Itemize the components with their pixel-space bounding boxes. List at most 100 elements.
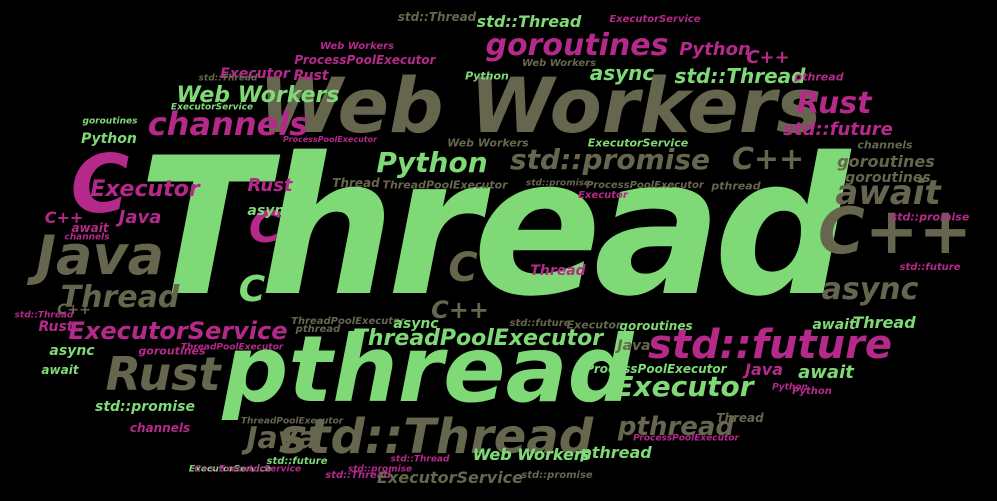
cloud-word-threadpoolexecutor: ThreadPoolExecutor xyxy=(382,178,508,192)
cloud-word-channels: channels xyxy=(857,138,913,152)
cloud-word-std-promise: std::promise xyxy=(94,399,196,415)
cloud-word-thread: Thread xyxy=(60,280,180,315)
cloud-word-std-promise: std::promise xyxy=(525,178,591,189)
cloud-word-async: async xyxy=(393,316,439,332)
cloud-word-cplusplus: C++ xyxy=(44,208,84,227)
cloud-word-async: async xyxy=(821,272,919,307)
cloud-word-std-thread: std::Thread xyxy=(325,470,391,481)
cloud-word-async: async xyxy=(589,61,655,85)
cloud-word-executor: Executor xyxy=(220,66,290,82)
cloud-word-goroutines: goroutines xyxy=(138,344,206,358)
cloud-word-goroutines: goroutines xyxy=(485,28,669,63)
cloud-word-java: Java xyxy=(118,207,162,228)
cloud-word-await: await xyxy=(798,362,854,383)
cloud-word-thread: Thread xyxy=(332,176,380,190)
cloud-word-std-future: std::future xyxy=(899,262,961,273)
cloud-word-std-future: std::future xyxy=(509,318,571,329)
cloud-word-python: Python xyxy=(772,382,808,393)
cloud-word-await: await xyxy=(835,173,941,213)
cloud-word-std-thread: std::Thread xyxy=(278,409,594,465)
cloud-word-std-promise: std::promise xyxy=(509,143,711,176)
cloud-word-executorservice: ExecutorService xyxy=(587,136,689,150)
cloud-word-thread: Thread xyxy=(138,117,850,338)
cloud-word-executorservice: ExecutorService xyxy=(68,317,288,345)
cloud-word-java: Java xyxy=(246,421,318,456)
cloud-word-executor: Executor xyxy=(566,318,622,332)
cloud-word-async: async xyxy=(247,203,293,219)
cloud-word-rust: Rust xyxy=(293,68,329,84)
cloud-word-await: await xyxy=(41,363,79,377)
cloud-word-rust: Rust xyxy=(105,347,221,401)
cloud-word-threadpoolexecutor: ThreadPoolExecutor xyxy=(180,342,284,353)
cloud-word-c: C xyxy=(448,245,478,291)
cloud-word-processpoolexecutor: ProcessPoolExecutor xyxy=(633,433,739,444)
cloud-word-rust: Rust xyxy=(796,86,872,121)
cloud-word-std-future: std::future xyxy=(266,456,328,467)
cloud-word-goroutines: goroutines xyxy=(619,319,693,333)
cloud-word-web-workers: Web Workers xyxy=(521,58,597,69)
cloud-word-channels: channels xyxy=(129,421,191,435)
cloud-word-executor: Executor xyxy=(90,177,200,202)
cloud-word-python: Python xyxy=(376,146,488,179)
cloud-word-pthread: pthread xyxy=(711,179,761,193)
cloud-word-cplusplus: C++ xyxy=(194,464,216,475)
cloud-word-web-workers: Web Workers xyxy=(258,61,822,150)
cloud-word-executor: Executor xyxy=(578,190,628,201)
cloud-word-std-future: std::future xyxy=(783,119,893,140)
cloud-word-python: Python xyxy=(679,39,751,60)
cloud-word-python: Python xyxy=(465,69,509,83)
cloud-word-goroutines: goroutines xyxy=(845,170,931,186)
cloud-word-java: Java xyxy=(617,338,651,354)
cloud-word-processpoolexecutor: ProcessPoolExecutor xyxy=(294,53,436,67)
cloud-word-threadpoolexecutor: ThreadPoolExecutor xyxy=(352,326,604,351)
cloud-word-channels: channels xyxy=(147,105,309,143)
cloud-word-web-workers: Web Workers xyxy=(472,445,592,464)
cloud-word-cplusplus: C++ xyxy=(731,142,805,177)
cloud-word-python: Python xyxy=(81,131,137,147)
cloud-word-await: await xyxy=(812,317,856,333)
cloud-word-web-workers: Web Workers xyxy=(176,83,340,108)
cloud-word-executorservice: ExecutorService xyxy=(376,468,524,487)
cloud-word-threadpoolexecutor: ThreadPoolExecutor xyxy=(291,316,405,327)
cloud-word-python: Python xyxy=(792,386,832,397)
cloud-word-std-thread: std::Thread xyxy=(476,12,582,31)
cloud-word-processpoolexecutor: ProcessPoolExecutor xyxy=(282,135,378,144)
cloud-word-std-promise: std::promise xyxy=(521,470,593,481)
cloud-word-pthread: pthread xyxy=(617,412,735,442)
cloud-word-executor: Executor xyxy=(614,370,754,403)
cloud-word-rust: Rust xyxy=(38,319,74,335)
cloud-word-executorservice: ExecutorService xyxy=(188,464,272,475)
cloud-word-pthread: pthread xyxy=(580,443,652,462)
cloud-word-goroutines: goroutines xyxy=(82,116,138,127)
cloud-word-web-workers: Web Workers xyxy=(472,445,592,464)
cloud-word-thread: Thread xyxy=(852,313,916,332)
cloud-word-cplusplus: C++ xyxy=(746,47,790,68)
cloud-word-executorservice: ExecutorService xyxy=(609,14,701,25)
cloud-word-cplusplus: C++ xyxy=(431,296,489,324)
cloud-word-executorservice: ExecutorService xyxy=(170,102,254,113)
cloud-word-c: C xyxy=(248,202,282,253)
cloud-word-pthread: pthread xyxy=(295,324,341,335)
cloud-word-std-thread: std::Thread xyxy=(674,64,806,88)
cloud-word-pthread: pthread xyxy=(794,70,844,84)
cloud-word-web-workers: Web Workers xyxy=(447,136,529,150)
cloud-word-goroutines: goroutines xyxy=(837,152,935,171)
cloud-word-processpoolexecutor: ProcessPoolExecutor xyxy=(586,180,704,191)
cloud-word-cplusplus: C++ xyxy=(817,195,973,269)
cloud-word-std-thread: std::Thread xyxy=(397,10,477,24)
cloud-word-java: Java xyxy=(35,224,165,287)
cloud-word-async: async xyxy=(49,343,95,359)
cloud-word-executorservice: ExecutorService xyxy=(218,464,302,475)
cloud-word-channels: channels xyxy=(64,232,110,243)
cloud-word-await: await xyxy=(71,221,109,235)
cloud-word-std-future: std::future xyxy=(648,322,892,368)
cloud-word-threadpoolexecutor: ThreadPoolExecutor xyxy=(240,416,344,427)
cloud-word-std-promise: std::promise xyxy=(347,464,413,475)
cloud-word-rust: Rust xyxy=(247,175,293,196)
cloud-word-c: C xyxy=(70,138,130,231)
cloud-word-std-thread: std::Thread xyxy=(14,310,74,321)
cloud-word-c: C xyxy=(238,269,266,310)
cloud-word-std-promise: std::promise xyxy=(890,210,970,224)
cloud-word-std-thread: std::Thread xyxy=(198,73,258,84)
